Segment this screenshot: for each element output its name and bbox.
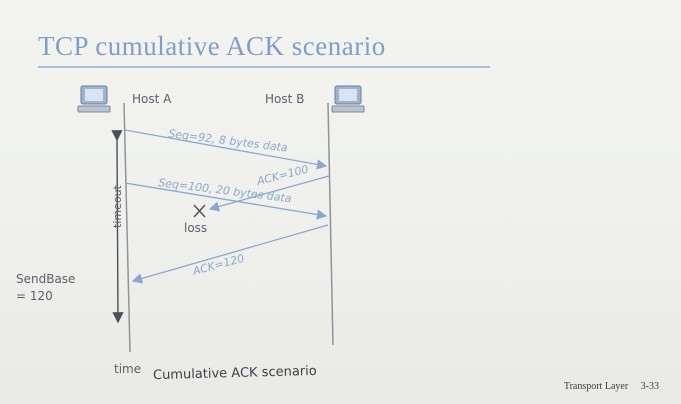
sendbase-value: = 120 — [16, 289, 53, 303]
label-ack100: ACK=100 — [255, 163, 310, 189]
timeout-arrow — [111, 130, 124, 324]
slide-footer: Transport Layer 3-33 — [564, 381, 659, 392]
host-a-label: Host A — [132, 92, 172, 106]
slide-title: TCP cumulative ACK scenario — [38, 31, 386, 61]
footer-section: Transport Layer — [563, 381, 629, 392]
arrow-seq100 — [124, 182, 328, 220]
arrow-ack100 — [208, 175, 330, 212]
arrow-seq92 — [124, 129, 328, 170]
footer-page-number: 3-33 — [640, 381, 659, 392]
computer-icon-host-a — [77, 85, 111, 113]
loss-label: loss — [184, 221, 207, 235]
host-a-timeline — [123, 102, 131, 353]
arrow-ack120 — [131, 224, 329, 284]
label-ack120: ACK=120 — [190, 252, 245, 278]
sendbase-label: SendBase — [16, 272, 75, 286]
title-underline — [38, 66, 490, 68]
loss-x-icon — [193, 204, 206, 218]
time-label: time — [114, 362, 141, 376]
timeout-label: timeout — [111, 184, 124, 228]
computer-icon-host-b — [331, 85, 365, 113]
host-b-timeline — [327, 102, 334, 346]
host-b-label: Host B — [265, 92, 305, 106]
label-seq92: Seq=92, 8 bytes data — [168, 127, 289, 155]
